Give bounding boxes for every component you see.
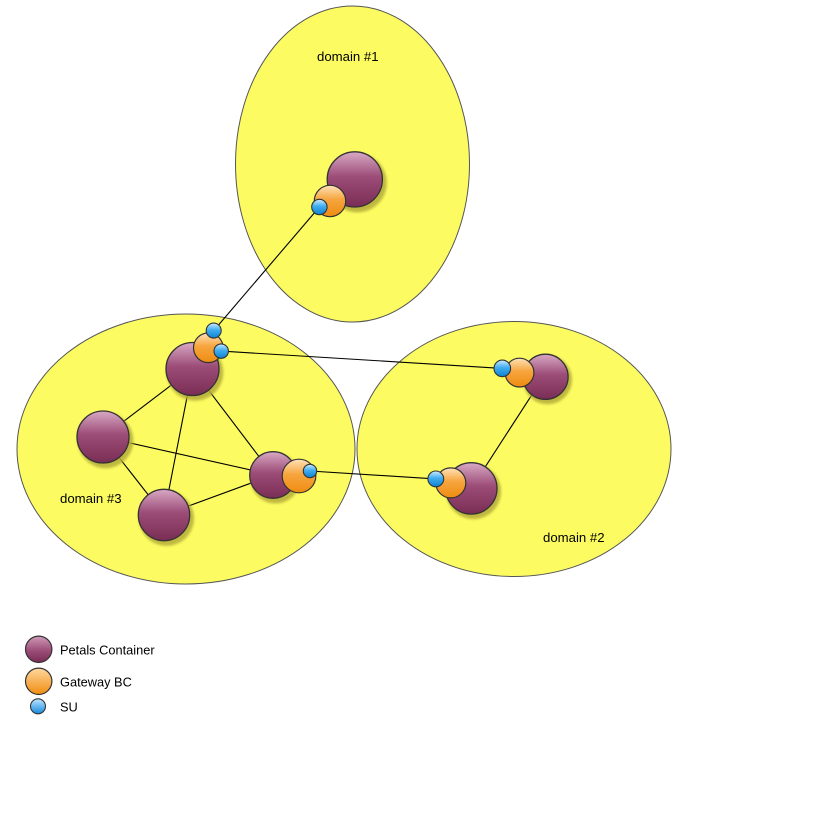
svg-text:domain #2: domain #2 xyxy=(543,530,605,545)
svg-text:domain #3: domain #3 xyxy=(60,491,122,506)
svg-text:domain #1: domain #1 xyxy=(317,49,379,64)
svg-text:Petals Container: Petals Container xyxy=(60,643,155,658)
svg-text:SU: SU xyxy=(60,700,78,715)
svg-text:Gateway BC: Gateway BC xyxy=(60,675,132,690)
